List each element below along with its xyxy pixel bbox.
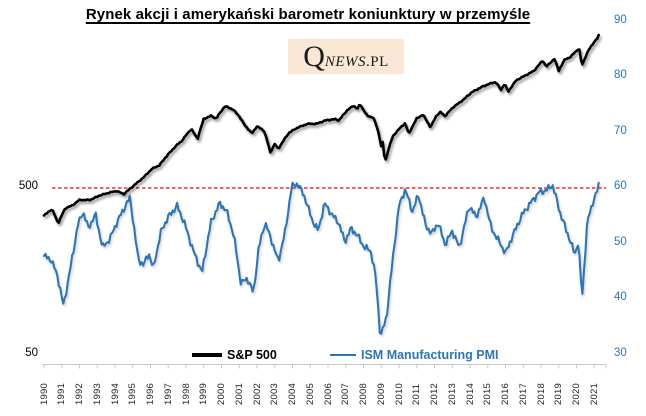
legend-label: ISM Manufacturing PMI <box>361 348 499 362</box>
year-label: 1995 <box>127 383 139 405</box>
year-label: 1994 <box>109 383 121 405</box>
left-axis-tick-label: 50 <box>25 346 38 359</box>
year-label: 2003 <box>269 383 281 405</box>
right-axis-tick-label: 70 <box>614 124 627 137</box>
year-label: 2019 <box>553 383 565 405</box>
logo-pl-text: .PL <box>366 54 389 70</box>
year-label: 2011 <box>411 383 423 405</box>
year-label: 2012 <box>429 383 440 405</box>
year-label: 2009 <box>375 383 387 405</box>
right-axis-tick-label: 40 <box>614 291 627 303</box>
year-label: 2002 <box>251 383 263 405</box>
year-label: 1993 <box>91 383 103 405</box>
logo-news-text: NEWS <box>324 54 367 70</box>
legend-line-swatch <box>192 353 222 357</box>
year-label: 2015 <box>482 383 494 405</box>
legend-line-swatch <box>330 353 356 357</box>
year-label: 2005 <box>304 383 316 405</box>
legend-item-ism-pmi: ISM Manufacturing PMI <box>330 347 499 363</box>
year-label: 1998 <box>180 383 192 405</box>
right-axis-tick-label: 50 <box>614 235 627 248</box>
chart-title: Rynek akcji i amerykański barometr koniu… <box>85 6 531 23</box>
legend-item-sp500: S&P 500 <box>192 347 277 363</box>
logo-q-letter: Q <box>303 40 325 73</box>
year-label: 1990 <box>38 383 50 405</box>
year-label: 2004 <box>287 383 298 405</box>
year-label: 2000 <box>216 383 227 405</box>
year-label: 2016 <box>500 383 511 405</box>
series-line-ism-pmi <box>42 181 600 335</box>
year-label: 2018 <box>535 383 547 405</box>
x-axis <box>42 364 607 369</box>
year-label: 1999 <box>198 383 210 405</box>
year-label: 2007 <box>340 383 352 405</box>
year-label: 2013 <box>446 383 458 405</box>
series-lines <box>42 33 600 335</box>
year-label: 1992 <box>74 383 85 405</box>
year-label: 2020 <box>571 383 582 405</box>
series-line-sp500 <box>42 33 600 224</box>
qnews-logo: Q NEWS .PL <box>288 39 404 74</box>
year-label: 2010 <box>393 383 405 405</box>
right-axis-tick-label: 60 <box>614 180 627 192</box>
year-label: 2017 <box>517 383 529 405</box>
year-label: 2008 <box>358 383 369 405</box>
year-label: 2001 <box>233 383 245 405</box>
year-label: 2021 <box>588 383 600 405</box>
year-label: 1991 <box>56 383 68 405</box>
right-axis-tick-label: 80 <box>614 69 627 81</box>
left-axis-tick-label: 500 <box>18 180 38 192</box>
year-label: 1996 <box>145 383 156 405</box>
year-label: 2006 <box>322 383 334 405</box>
legend-label: S&P 500 <box>227 348 277 362</box>
year-label: 2014 <box>464 383 476 405</box>
year-label: 1997 <box>162 383 174 405</box>
right-axis-tick-label: 30 <box>614 346 627 359</box>
right-axis-tick-label: 90 <box>614 13 627 26</box>
